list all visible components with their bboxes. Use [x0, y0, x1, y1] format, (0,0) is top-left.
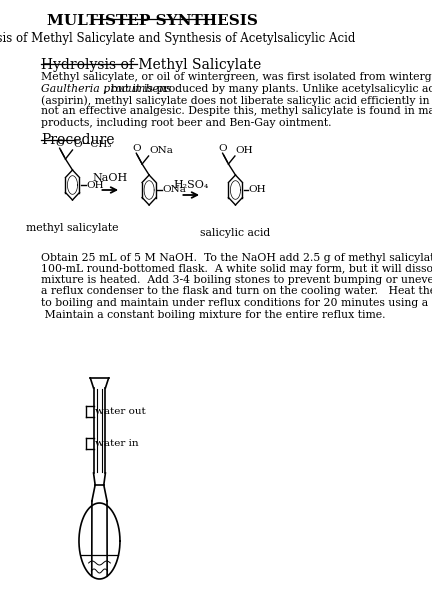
Text: methyl salicylate: methyl salicylate — [26, 223, 119, 233]
Text: OH: OH — [86, 180, 104, 190]
Text: O−CH₃: O−CH₃ — [73, 140, 111, 149]
Text: salicylic acid: salicylic acid — [200, 228, 270, 238]
Text: mixture is heated.  Add 3-4 boiling stones to prevent bumping or uneven boiling.: mixture is heated. Add 3-4 boiling stone… — [41, 275, 432, 285]
Text: Maintain a constant boiling mixture for the entire reflux time.: Maintain a constant boiling mixture for … — [41, 310, 386, 320]
Text: Hydrolysis of Methyl Salicylate and Synthesis of Acetylsalicylic Acid: Hydrolysis of Methyl Salicylate and Synt… — [0, 32, 356, 45]
Text: NaOH: NaOH — [92, 173, 128, 183]
Text: (aspirin), methyl salicylate does not liberate salicylic acid efficiently in the: (aspirin), methyl salicylate does not li… — [41, 95, 432, 106]
Text: O: O — [219, 144, 227, 153]
Text: O: O — [132, 144, 141, 153]
Text: H₂SO₄: H₂SO₄ — [174, 180, 209, 190]
Text: a reflux condenser to the flask and turn on the cooling water.   Heat the reacti: a reflux condenser to the flask and turn… — [41, 287, 432, 297]
Text: 100-mL round-bottomed flask.  A white solid may form, but it will dissolve when : 100-mL round-bottomed flask. A white sol… — [41, 264, 432, 274]
Text: MULTISTEP SYNTHESIS: MULTISTEP SYNTHESIS — [47, 14, 258, 28]
Text: Obtain 25 mL of 5 M NaOH.  To the NaOH add 2.5 g of methyl salicylate (a liquid): Obtain 25 mL of 5 M NaOH. To the NaOH ad… — [41, 252, 432, 262]
Text: ONa: ONa — [162, 186, 186, 194]
Text: products, including root beer and Ben-Gay ointment.: products, including root beer and Ben-Ga… — [41, 118, 332, 128]
Text: to boiling and maintain under reflux conditions for 20 minutes using a heating m: to boiling and maintain under reflux con… — [41, 298, 432, 308]
Text: Procedure: Procedure — [41, 134, 114, 148]
Text: Gaultheria procumbens: Gaultheria procumbens — [41, 83, 172, 93]
Text: ONa: ONa — [149, 146, 173, 155]
Text: water in: water in — [95, 439, 139, 447]
Text: O: O — [56, 139, 64, 148]
Text: OH: OH — [235, 146, 253, 155]
Text: Hydrolysis of Methyl Salicylate: Hydrolysis of Methyl Salicylate — [41, 58, 261, 72]
Text: OH: OH — [248, 186, 266, 194]
Text: Methyl salicylate, or oil of wintergreen, was first isolated from wintergreen le: Methyl salicylate, or oil of wintergreen… — [41, 72, 432, 82]
Text: , but it is produced by many plants. Unlike acetylsalicylic acid: , but it is produced by many plants. Unl… — [104, 83, 432, 93]
Text: not an effective analgesic. Despite this, methyl salicylate is found in many com: not an effective analgesic. Despite this… — [41, 106, 432, 116]
Text: water out: water out — [95, 407, 146, 415]
